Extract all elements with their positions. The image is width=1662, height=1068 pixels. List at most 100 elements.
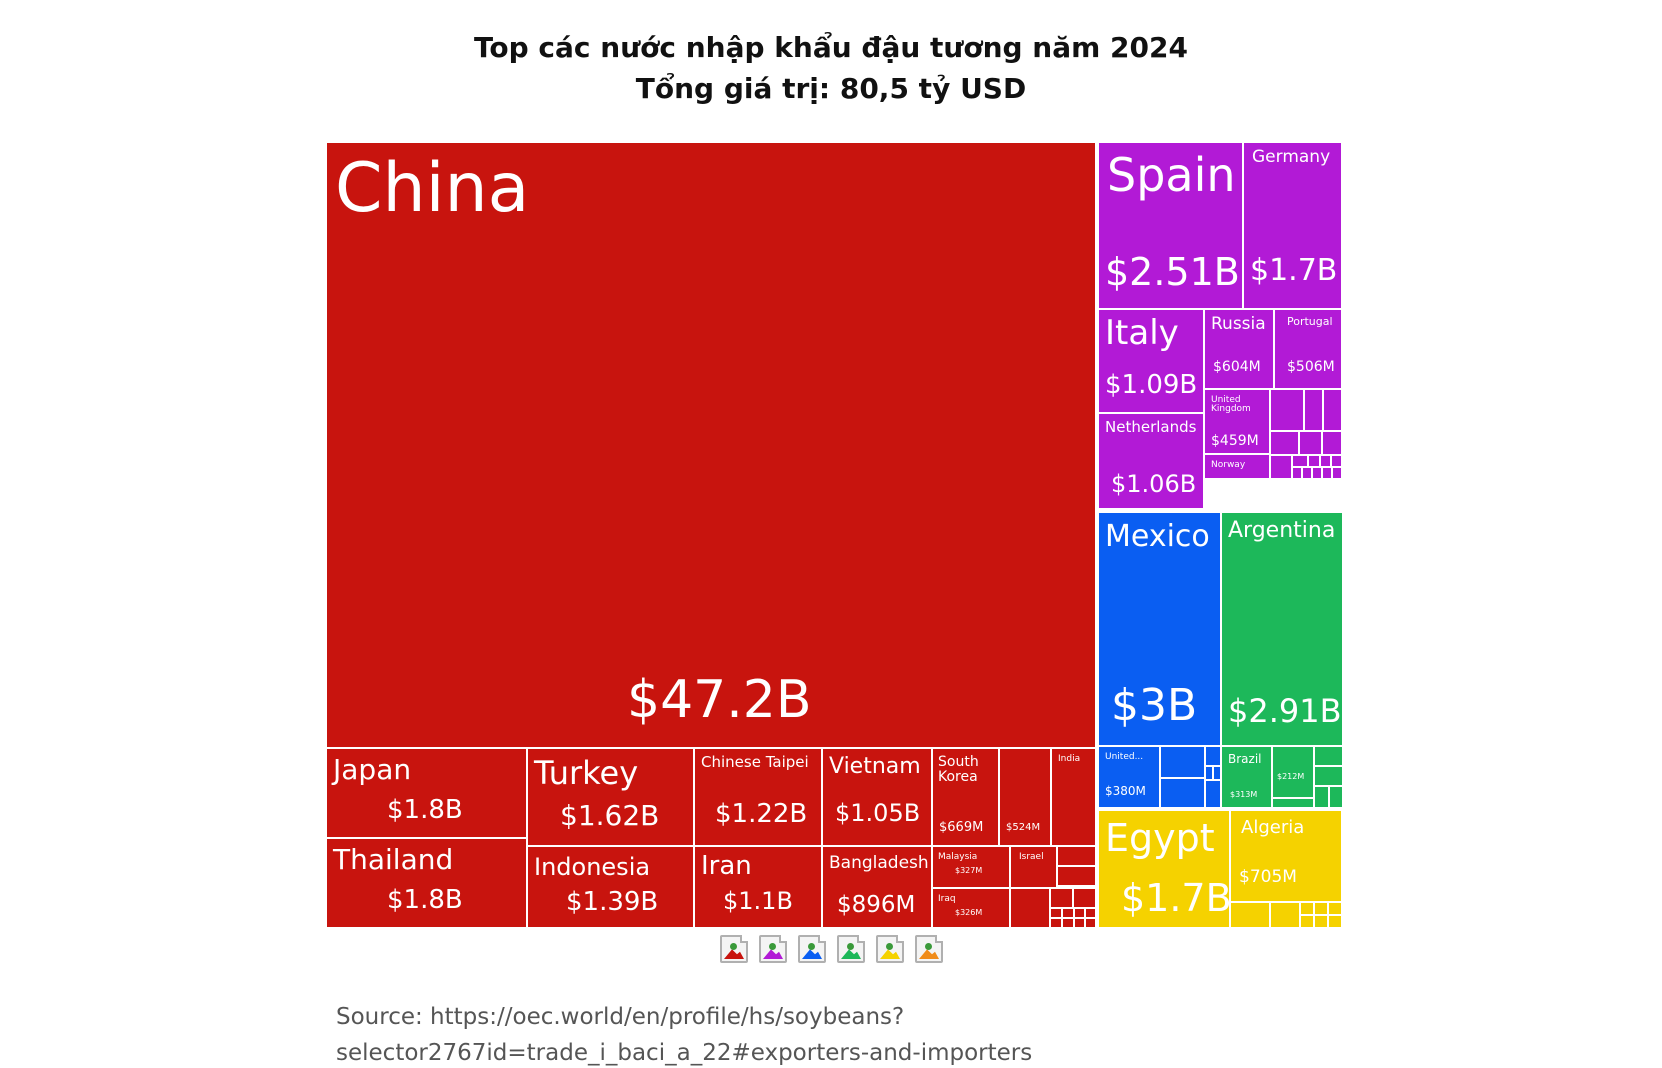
treemap-small-cell[interactable] — [1300, 902, 1314, 915]
europe-legend-icon[interactable] — [759, 935, 787, 963]
treemap-tile-malaysia[interactable]: Malaysia $327M — [932, 846, 1010, 888]
treemap-small-cell[interactable] — [1073, 888, 1096, 908]
treemap-small-cell[interactable] — [1300, 915, 1314, 928]
treemap-small-cell[interactable] — [1322, 467, 1332, 479]
treemap-small-cell[interactable] — [1302, 467, 1312, 479]
treemap-small-cell[interactable] — [1322, 431, 1342, 455]
treemap-small-cell[interactable] — [1308, 455, 1320, 467]
treemap-tile-germany[interactable]: Germany $1.7B — [1243, 142, 1342, 309]
treemap-tile-argentina[interactable]: Argentina $2.91B — [1221, 512, 1343, 746]
treemap-small-cell[interactable] — [1205, 780, 1221, 808]
treemap-small-cell[interactable] — [1299, 431, 1322, 455]
treemap-tile-united-kingdom[interactable]: United Kingdom $459M — [1204, 389, 1270, 454]
treemap-small-cell[interactable] — [1010, 888, 1050, 928]
tile-label-portugal: Portugal — [1287, 315, 1333, 328]
treemap-small-cell[interactable] — [1328, 902, 1342, 915]
treemap-tile-egypt[interactable]: Egypt $1.7B — [1098, 810, 1230, 928]
treemap-small-cell[interactable] — [1085, 918, 1096, 928]
treemap-small-cell[interactable] — [1323, 389, 1342, 431]
treemap-tile-united-states[interactable]: United... $380M — [1098, 746, 1160, 808]
treemap-small-cell[interactable] — [1062, 918, 1074, 928]
treemap-tile-south-america-212m[interactable]: $212M — [1272, 746, 1314, 798]
tile-label-russia: Russia — [1211, 314, 1266, 334]
treemap-tile-algeria[interactable]: Algeria $705M — [1230, 810, 1342, 902]
treemap-small-cell[interactable] — [1213, 766, 1221, 780]
south-america-legend-icon[interactable] — [837, 935, 865, 963]
treemap-tile-asia-524m[interactable]: $524M — [999, 748, 1051, 846]
treemap-tile-norway[interactable]: Norway — [1204, 454, 1270, 479]
treemap-tile-iran[interactable]: Iran $1.1B — [694, 846, 822, 928]
page-fold-icon — [740, 935, 748, 943]
treemap-tile-portugal[interactable]: Portugal $506M — [1274, 309, 1342, 389]
treemap-tile-bangladesh[interactable]: Bangladesh $896M — [822, 846, 932, 928]
treemap-small-cell[interactable] — [1304, 389, 1323, 431]
treemap-small-cell[interactable] — [1312, 467, 1322, 479]
treemap-small-cell[interactable] — [1057, 866, 1096, 886]
asia-legend-icon[interactable] — [720, 935, 748, 963]
treemap-small-cell[interactable] — [1205, 766, 1213, 780]
image-placeholder-icon — [919, 949, 939, 959]
treemap-tile-iraq[interactable]: Iraq $326M — [932, 888, 1010, 928]
treemap-tile-spain[interactable]: Spain $2.51B — [1098, 142, 1243, 309]
image-placeholder-icon — [763, 949, 783, 959]
treemap-tile-turkey[interactable]: Turkey $1.62B — [527, 748, 694, 846]
treemap-tile-vietnam[interactable]: Vietnam $1.05B — [822, 748, 932, 846]
tile-label-netherlands: Netherlands — [1105, 418, 1197, 436]
treemap-small-cell[interactable] — [1085, 908, 1096, 918]
treemap-tile-indonesia[interactable]: Indonesia $1.39B — [527, 846, 694, 928]
treemap-small-cell[interactable] — [1230, 902, 1270, 928]
north-america-legend-icon[interactable] — [798, 935, 826, 963]
treemap-small-cell[interactable] — [1057, 846, 1096, 866]
treemap-small-cell[interactable] — [1270, 431, 1299, 455]
treemap-tile-india[interactable]: India — [1051, 748, 1096, 846]
treemap-tile-china[interactable]: China $47.2B — [326, 142, 1096, 748]
treemap-small-cell[interactable] — [1160, 778, 1205, 808]
treemap-tile-russia[interactable]: Russia $604M — [1204, 309, 1274, 389]
treemap-tile-chinese-taipei[interactable]: Chinese Taipei $1.22B — [694, 748, 822, 846]
treemap-small-cell[interactable] — [1314, 766, 1343, 786]
treemap-tile-japan[interactable]: Japan $1.8B — [326, 748, 527, 838]
treemap-small-cell[interactable] — [1332, 467, 1342, 479]
treemap-small-cell[interactable] — [1314, 786, 1329, 808]
treemap-small-cell[interactable] — [1314, 746, 1343, 766]
tile-label-chinese-taipei: Chinese Taipei — [701, 753, 809, 771]
treemap-small-cell[interactable] — [1074, 908, 1085, 918]
treemap-small-cell[interactable] — [1050, 918, 1062, 928]
treemap-small-cell[interactable] — [1331, 455, 1342, 467]
treemap-small-cell[interactable] — [1062, 908, 1074, 918]
tile-label-thailand: Thailand — [333, 843, 454, 876]
page-fold-icon — [818, 935, 826, 943]
treemap-small-cell[interactable] — [1160, 746, 1205, 778]
treemap-small-cell[interactable] — [1314, 915, 1328, 928]
tile-value-united-states: $380M — [1105, 784, 1146, 798]
treemap-small-cell[interactable] — [1074, 918, 1085, 928]
oceania-legend-icon[interactable] — [915, 935, 943, 963]
africa-legend-icon[interactable] — [876, 935, 904, 963]
tile-label-iraq: Iraq — [938, 894, 956, 904]
treemap-small-cell[interactable] — [1205, 746, 1221, 766]
treemap-small-cell[interactable] — [1270, 455, 1292, 479]
page-fold-icon — [857, 935, 865, 943]
treemap-tile-italy[interactable]: Italy $1.09B — [1098, 309, 1204, 413]
treemap-tile-netherlands[interactable]: Netherlands $1.06B — [1098, 413, 1204, 509]
treemap-tile-brazil[interactable]: Brazil $313M — [1221, 746, 1272, 808]
treemap-tile-mexico[interactable]: Mexico $3B — [1098, 512, 1221, 746]
treemap-small-cell[interactable] — [1270, 389, 1304, 431]
tile-value-indonesia: $1.39B — [566, 887, 659, 917]
treemap-small-cell[interactable] — [1314, 902, 1328, 915]
treemap-small-cell[interactable] — [1050, 888, 1073, 908]
treemap-small-cell[interactable] — [1329, 786, 1343, 808]
treemap-small-cell[interactable] — [1320, 455, 1331, 467]
treemap-tile-thailand[interactable]: Thailand $1.8B — [326, 838, 527, 928]
chart-title: Top các nước nhập khẩu đậu tương năm 202… — [474, 31, 1188, 64]
tile-label-bangladesh: Bangladesh — [829, 853, 929, 873]
treemap-tile-south-korea[interactable]: South Korea $669M — [932, 748, 999, 846]
treemap-tile-israel[interactable]: Israel — [1010, 846, 1057, 888]
treemap-small-cell[interactable] — [1272, 798, 1314, 808]
treemap-small-cell[interactable] — [1292, 467, 1302, 479]
treemap-small-cell[interactable] — [1292, 455, 1308, 467]
treemap-small-cell[interactable] — [1328, 915, 1342, 928]
treemap-small-cell[interactable] — [1050, 908, 1062, 918]
treemap-small-cell[interactable] — [1270, 902, 1300, 928]
sun-icon — [925, 943, 932, 950]
